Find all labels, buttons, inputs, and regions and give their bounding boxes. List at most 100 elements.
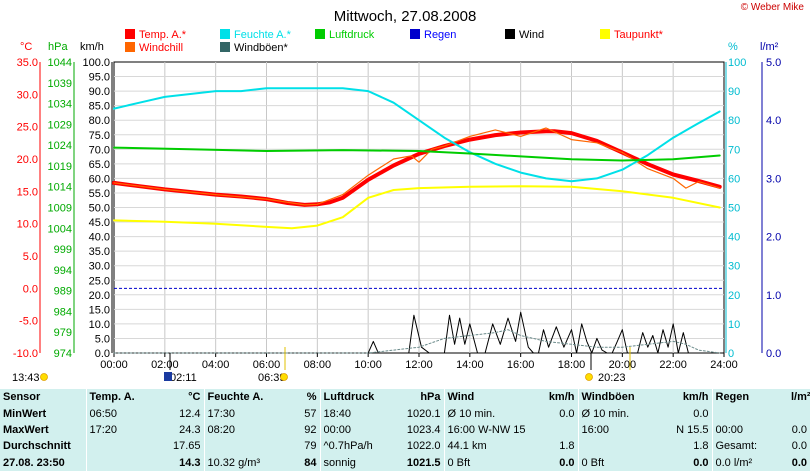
x-tick-label: 22:00 <box>659 359 687 371</box>
table-cell <box>788 405 810 421</box>
pressure-tick-label: 984 <box>54 306 72 318</box>
table-cell: 16:00 <box>577 421 660 439</box>
wind-tick-label: 75.0 <box>89 130 110 142</box>
table-header-cell: km/h <box>548 391 575 404</box>
x-tick-label: 24:00 <box>710 359 738 371</box>
table-cell: 06:50 <box>85 405 144 422</box>
wind-tick-label: 15.0 <box>89 304 110 316</box>
x-tick-label: 18:00 <box>558 359 586 371</box>
wind-tick-label: 5.0 <box>95 333 110 345</box>
table-header-cell: Temp. A. <box>85 389 144 406</box>
humidity-tick-label: 70 <box>728 144 740 156</box>
table-cell: 0.0 <box>559 407 575 420</box>
wind-tick-label: 45.0 <box>89 217 110 229</box>
humidity-tick-label: 40 <box>728 232 740 244</box>
wind-tick-label: 55.0 <box>89 188 110 200</box>
table-row: MinWert 06:50 12.4 17:30 57 18:40 1020.1 Ø 10 m… <box>0 405 810 422</box>
pressure-unit-label: hPa <box>48 41 68 53</box>
table-cell: 44.1 km <box>443 438 526 455</box>
rain-tick-label: 1.0 <box>766 290 781 302</box>
legend-label: Regen <box>424 29 456 41</box>
table-cell: 1022.0 <box>406 440 441 453</box>
legend-swatch <box>410 29 420 39</box>
humidity-tick-label: 0 <box>728 348 734 360</box>
table-cell <box>85 454 144 471</box>
table-cell: 0.0 <box>693 456 709 469</box>
humidity-tick-label: 60 <box>728 173 740 185</box>
table-cell: 0.0 <box>559 456 575 469</box>
rain-tick-label: 4.0 <box>766 115 781 127</box>
temp-unit-label: °C <box>20 41 32 53</box>
table-cell: 1.8 <box>559 440 575 453</box>
table-cell: Ø 10 min. <box>443 405 526 422</box>
table-header-row: Sensor Temp. A. °C Feuchte A.% Luftdruck hPa W… <box>0 389 810 406</box>
table-cell: 1021.5 <box>406 456 441 469</box>
table-cell: 16:00 W-NW 15.5 <box>443 421 526 439</box>
table-cell: 0.0 <box>791 423 807 436</box>
table-cell: 10.32 g/m³ <box>203 454 292 471</box>
x-tick-label: 14:00 <box>456 359 484 371</box>
pressure-tick-label: 999 <box>54 244 72 256</box>
pressure-tick-label: 1039 <box>48 78 72 90</box>
pressure-tick-label: 1009 <box>48 203 72 215</box>
humidity-tick-label: 10 <box>728 319 740 331</box>
chart-title: Mittwoch, 27.08.2008 <box>334 8 477 25</box>
table-cell: 84 <box>304 456 317 469</box>
table-row-label: Durchschnitt <box>3 440 71 453</box>
table-cell: 1023.4 <box>406 423 441 436</box>
rain-tick-label: 2.0 <box>766 232 781 244</box>
chart-series <box>112 87 722 354</box>
series-line-feuchte-a <box>113 87 721 183</box>
table-cell: 0.0 <box>693 407 709 420</box>
pressure-tick-label: 1044 <box>48 57 72 69</box>
table-cell: 18:40 <box>319 405 396 422</box>
table-cell: 12.4 <box>179 407 201 420</box>
table-cell: 14.3 <box>179 456 201 469</box>
table-cell <box>711 405 788 422</box>
x-tick-label: 16:00 <box>507 359 535 371</box>
temp-tick-label: -5.0 <box>19 316 38 328</box>
table-cell: 00:00 <box>711 421 788 439</box>
pressure-tick-label: 989 <box>54 286 72 298</box>
table-header-cell: Windböen <box>577 389 660 406</box>
table-cell <box>577 438 660 455</box>
table-row-label: 27.08. 23:50 <box>3 456 65 469</box>
series-line-windb-en <box>113 329 721 354</box>
series-line-taupunkt <box>113 185 721 230</box>
temp-tick-label: -10.0 <box>13 348 38 360</box>
pressure-tick-label: 974 <box>54 348 72 360</box>
time-markers: 13:43 02:11 06:39 20:23 <box>12 347 631 384</box>
table-row: MaxWert 17:20 24.3 08:20 92 00:00 1023.4 16:00 … <box>0 421 810 439</box>
table-cell: N 15.5 <box>676 423 709 436</box>
rain-tick-label: 0.0 <box>766 348 781 360</box>
rain-unit-label: l/m² <box>760 41 779 53</box>
legend-label: Feuchte A.* <box>234 29 292 41</box>
wind-unit-label: km/h <box>80 41 104 53</box>
table-header-cell: km/h <box>682 391 709 404</box>
table-row: Durchschnitt 17.65 79 ^0.7hPa/h 1022.0 44.1 k… <box>0 438 810 455</box>
legend-swatch <box>315 29 325 39</box>
x-tick-label: 04:00 <box>202 359 230 371</box>
table-cell <box>85 438 144 455</box>
table-header-cell: Feuchte A. <box>203 389 292 406</box>
legend-swatch <box>220 29 230 39</box>
series-line-wind <box>113 311 721 354</box>
table-cell: 0 Bft <box>443 454 526 471</box>
wind-tick-label: 0.0 <box>95 348 110 360</box>
legend-label: Luftdruck <box>329 29 375 41</box>
time-marker-label: 20:23 <box>598 372 626 384</box>
table-cell: 1.8 <box>693 440 709 453</box>
sunrise-icon <box>280 373 288 381</box>
x-tick-label: 06:00 <box>253 359 281 371</box>
temp-tick-label: 25.0 <box>17 122 38 134</box>
wind-tick-label: 25.0 <box>89 275 110 287</box>
rain-tick-label: 3.0 <box>766 173 781 185</box>
stats-table: Sensor Temp. A. °C Feuchte A.% Luftdruck hPa W… <box>0 389 810 471</box>
sunset-icon <box>585 373 593 381</box>
wind-tick-label: 40.0 <box>89 232 110 244</box>
table-cell: 17:30 <box>203 405 292 422</box>
moon-icon <box>164 372 172 381</box>
wind-tick-label: 100.0 <box>82 57 110 69</box>
table-cell: 00:00 <box>319 421 396 439</box>
x-tick-label: 02:00 <box>151 359 179 371</box>
